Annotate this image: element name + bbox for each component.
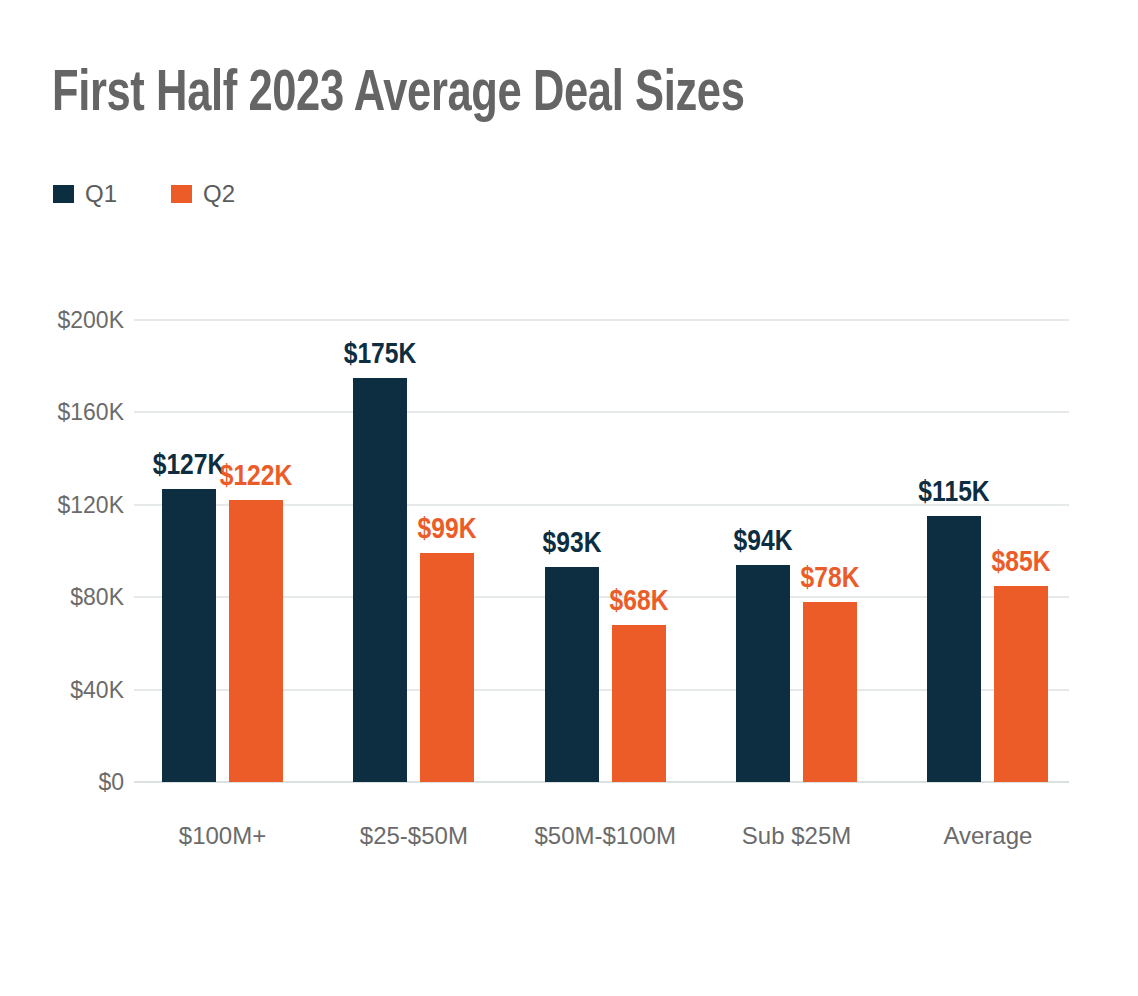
value-label-q1-1: $175K bbox=[344, 339, 417, 368]
value-label-q2-1: $99K bbox=[418, 514, 477, 543]
x-tick-label-3: Sub $25M bbox=[742, 824, 851, 848]
q2-swatch-icon bbox=[171, 185, 192, 203]
chart-title: First Half 2023 Average Deal Sizes bbox=[52, 56, 744, 123]
value-label-q2-2: $68K bbox=[609, 586, 668, 615]
bar-q2-2 bbox=[612, 625, 666, 782]
bar-q1-1 bbox=[353, 378, 407, 782]
bar-q1-4 bbox=[927, 516, 981, 782]
bar-q2-3 bbox=[803, 602, 857, 782]
value-label-q2-3: $78K bbox=[801, 563, 860, 592]
y-tick-label-0: $0 bbox=[14, 768, 124, 796]
gridline-160 bbox=[134, 411, 1069, 413]
x-tick-label-4: Average bbox=[943, 824, 1032, 848]
bar-q1-0 bbox=[162, 489, 216, 782]
bar-q1-2 bbox=[545, 567, 599, 782]
x-tick-label-2: $50M-$100M bbox=[534, 824, 675, 848]
value-label-q1-0: $127K bbox=[153, 450, 226, 479]
x-tick-label-0: $100M+ bbox=[179, 824, 266, 848]
bar-q1-3 bbox=[736, 565, 790, 782]
value-label-q1-4: $115K bbox=[919, 477, 990, 506]
y-tick-label-160: $160K bbox=[14, 398, 124, 426]
legend: Q1 Q2 bbox=[53, 182, 235, 206]
value-label-q2-4: $85K bbox=[992, 547, 1051, 576]
gridline-200 bbox=[134, 319, 1069, 321]
legend-label-q1: Q1 bbox=[85, 182, 117, 206]
plot-area: $0$40K$80K$120K$160K$200K$100M+$127K$122… bbox=[134, 320, 1069, 782]
legend-label-q2: Q2 bbox=[203, 182, 235, 206]
y-tick-label-120: $120K bbox=[14, 491, 124, 519]
y-tick-label-200: $200K bbox=[14, 306, 124, 334]
legend-item-q1: Q1 bbox=[53, 182, 117, 206]
legend-item-q2: Q2 bbox=[171, 182, 235, 206]
value-label-q1-2: $93K bbox=[542, 528, 601, 557]
value-label-q1-3: $94K bbox=[734, 526, 793, 555]
x-tick-label-1: $25-$50M bbox=[360, 824, 468, 848]
chart-canvas: First Half 2023 Average Deal Sizes Q1 Q2… bbox=[0, 0, 1138, 996]
bar-q2-0 bbox=[229, 500, 283, 782]
y-tick-label-40: $40K bbox=[14, 676, 124, 704]
value-label-q2-0: $122K bbox=[220, 461, 293, 490]
q1-swatch-icon bbox=[53, 185, 74, 203]
bar-q2-4 bbox=[994, 586, 1048, 782]
bar-q2-1 bbox=[420, 553, 474, 782]
y-tick-label-80: $80K bbox=[14, 583, 124, 611]
